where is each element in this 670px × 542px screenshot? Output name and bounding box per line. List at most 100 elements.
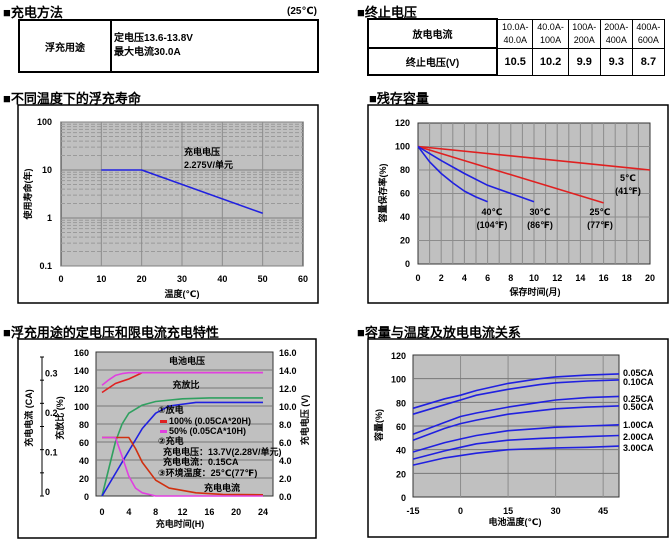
legend-charge: ②充电	[158, 435, 184, 446]
capacity-curve-1	[417, 145, 604, 204]
capacity-curve-2	[417, 145, 535, 203]
cutoff-voltage-table: 放电电流 10.0A- 40.0A 40.0A- 100A 100A- 200A 20…	[367, 18, 666, 76]
x-tick-label: 10	[529, 273, 539, 283]
battery-voltage-label: 电池电压	[169, 355, 205, 366]
y-axis-label: 使用寿命(年)	[22, 169, 33, 221]
x-axis-label: 保存时间(月)	[509, 286, 561, 297]
series-label: 1.00CA	[623, 420, 654, 430]
current-axis-label: 充电电流 (CA)	[23, 389, 34, 447]
current-range-to: 100A	[540, 34, 562, 45]
capacity-curve-3	[417, 146, 488, 203]
x-tick-label: -15	[406, 506, 419, 516]
y-tick-label: 20	[396, 469, 406, 479]
float-life-title: ■不同温度下的浮充寿命	[3, 91, 141, 106]
series-label-fahrenheit: (41℉)	[615, 186, 641, 196]
x-tick-label: 4	[126, 507, 131, 517]
capacity-curve-0	[417, 145, 651, 171]
float-life-chart-frame	[17, 104, 319, 304]
ratio-tick-label: 0	[84, 492, 89, 502]
current-tick-label: 0	[45, 487, 50, 497]
y-tick-label: 40	[400, 212, 410, 222]
ratio-curve-50pct	[101, 397, 263, 497]
voltage-tick-label: 4.0	[279, 456, 292, 466]
series-label: 3.00CA	[623, 443, 654, 453]
voltage-curve-50pct	[101, 371, 263, 386]
x-tick-label: 0	[458, 506, 463, 516]
x-tick-label: 2	[439, 273, 444, 283]
temperature-note: (25℃)	[287, 6, 317, 17]
residual-capacity-title: ■残存容量	[369, 91, 429, 106]
capacity-curve-2_00CA	[412, 434, 620, 460]
x-tick-label: 50	[258, 274, 268, 284]
current-range-from: 100A-	[572, 21, 597, 32]
current-range-to: 40.0A	[503, 34, 527, 45]
charge-method-title: ■充电方法	[3, 5, 63, 20]
current-range-cell: 10.0A- 40.0A	[496, 18, 534, 49]
cutoff-voltage-title: ■终止电压	[357, 5, 417, 20]
y-tick-label: 120	[391, 351, 406, 361]
current-tick-label: 0.1	[45, 447, 58, 457]
x-tick-label: 30	[177, 274, 187, 284]
x-tick-label: 40	[217, 274, 227, 284]
discharge-current-label: 放电电流	[367, 18, 498, 49]
capacity-curve-1_00CA	[412, 424, 620, 453]
ratio-tick-label: 80	[79, 420, 89, 430]
x-tick-label: 0	[58, 274, 63, 284]
x-tick-label: 20	[231, 507, 241, 517]
current-range-to: 600A	[637, 34, 659, 45]
current-tick-label: 0.3	[45, 368, 58, 378]
ratio-curve-100pct	[101, 401, 263, 497]
y-tick-label: 1	[47, 213, 52, 223]
ratio-tick-label: 140	[74, 366, 89, 376]
charge-current-label: 充电电流	[204, 482, 240, 493]
constant-voltage-text: 定电压13.6-13.8V	[114, 33, 193, 44]
cutoff-voltage-label: 终止电压(V)	[367, 47, 498, 76]
ratio-tick-label: 120	[74, 384, 89, 394]
legend-charge-voltage: 充电电压：13.7V(2.28V/单元)	[163, 446, 282, 457]
x-tick-label: 14	[575, 273, 585, 283]
cutoff-voltage-value: 10.2	[532, 47, 569, 76]
current-range-from: 400A-	[636, 21, 661, 32]
x-tick-label: 60	[298, 274, 308, 284]
float-use-label: 浮充用途	[18, 19, 112, 73]
series-label: 25℃	[590, 207, 611, 217]
ratio-tick-label: 20	[79, 474, 89, 484]
y-tick-label: 0	[405, 259, 410, 269]
series-label: 0.50CA	[623, 402, 654, 412]
x-tick-label: 20	[137, 274, 147, 284]
current-range-from: 40.0A-	[537, 21, 564, 32]
capacity-curve-0_05CA	[412, 373, 620, 410]
y-tick-label: 100	[391, 375, 406, 385]
series-label: 40℃	[482, 207, 503, 217]
x-axis-label: 温度(℃)	[165, 288, 200, 299]
voltage-tick-label: 14.0	[279, 366, 297, 376]
voltage-tick-label: 10.0	[279, 402, 297, 412]
current-curve-50pct	[102, 436, 263, 497]
x-tick-label: 6	[485, 273, 490, 283]
x-tick-label: 0	[99, 507, 104, 517]
x-tick-label: 45	[598, 506, 608, 516]
x-tick-label: 15	[503, 506, 513, 516]
legend-swatch-50pct	[160, 430, 167, 433]
voltage-tick-label: 16.0	[279, 348, 297, 358]
x-tick-label: 18	[622, 273, 632, 283]
current-range-to: 400A	[605, 34, 627, 45]
y-tick-label: 60	[400, 189, 410, 199]
y-tick-label: 80	[400, 165, 410, 175]
float-life-line	[101, 169, 263, 215]
x-tick-label: 16	[599, 273, 609, 283]
y-tick-label: 10	[42, 165, 52, 175]
x-tick-label: 12	[177, 507, 187, 517]
x-tick-label: 10	[96, 274, 106, 284]
capacity-curve-3_00CA	[412, 445, 620, 466]
capacity-curve-0_25CA	[412, 395, 620, 436]
x-tick-label: 4	[462, 273, 467, 283]
charge-voltage-annotation: 充电电压	[184, 146, 220, 157]
current-curve-100pct	[102, 436, 264, 496]
x-tick-label: 16	[204, 507, 214, 517]
y-tick-label: 0.1	[39, 261, 52, 271]
current-range-from: 200A-	[604, 21, 629, 32]
charge-ratio-label: 充放比	[172, 379, 199, 390]
x-tick-label: 0	[415, 273, 420, 283]
